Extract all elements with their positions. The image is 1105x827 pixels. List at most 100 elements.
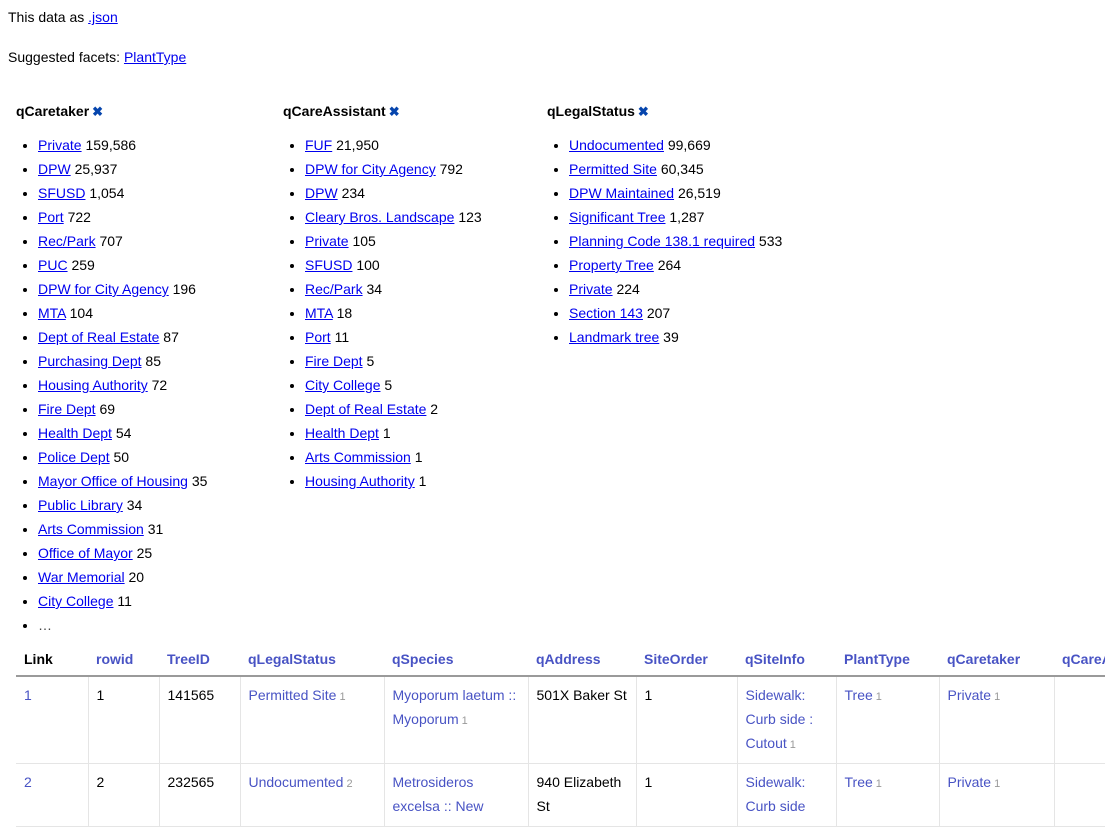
facet-item-link[interactable]: Rec/Park — [305, 281, 363, 297]
facet-item-link[interactable]: Fire Dept — [305, 353, 363, 369]
facet-item-link[interactable]: Planning Code 138.1 required — [569, 233, 756, 249]
results-table-wrapper[interactable]: Link rowid TreeID qLegalStatus qSpecies … — [8, 647, 1105, 827]
facet-item: DPW 234 — [305, 181, 541, 205]
facet-item-link[interactable]: Private — [38, 137, 82, 153]
cell-value-link[interactable]: Permitted Site — [248, 687, 337, 703]
json-link[interactable]: .json — [88, 9, 118, 25]
facet-item-link[interactable]: Private — [569, 281, 613, 297]
facet-item-link[interactable]: City College — [38, 593, 114, 609]
facet-item-link[interactable]: DPW for City Agency — [305, 161, 436, 177]
cell-value-link[interactable]: Sidewalk: Curb side : Cutout — [745, 687, 814, 751]
cell-value-link[interactable]: Sidewalk: Curb side — [745, 774, 806, 814]
cell-value-link[interactable]: Metrosideros excelsa :: New — [392, 774, 484, 814]
facet-item-count: 196 — [172, 281, 196, 297]
facet-item-link[interactable]: Arts Commission — [38, 521, 144, 537]
column-header-qcareassistant[interactable]: qCareAssistant — [1054, 647, 1105, 677]
facet-item-link[interactable]: Significant Tree — [569, 209, 666, 225]
facet-item-link[interactable]: PUC — [38, 257, 68, 273]
column-sort-link[interactable]: qAddress — [536, 651, 601, 667]
facet-item: Private 224 — [569, 277, 847, 301]
column-sort-link[interactable]: qSpecies — [392, 651, 454, 667]
facet-item-count: 123 — [458, 209, 482, 225]
facet-item-link[interactable]: Health Dept — [305, 425, 379, 441]
column-sort-link[interactable]: SiteOrder — [644, 651, 708, 667]
column-sort-link[interactable]: TreeID — [167, 651, 210, 667]
facet-item-link[interactable]: Property Tree — [569, 257, 654, 273]
column-sort-link[interactable]: rowid — [96, 651, 134, 667]
cell-link[interactable]: 2 — [16, 763, 89, 827]
facet-item: Cleary Bros. Landscape 123 — [305, 205, 541, 229]
facet-item-link[interactable]: Housing Authority — [38, 377, 148, 393]
facet-item-link[interactable]: FUF — [305, 137, 333, 153]
column-sort-link[interactable]: qLegalStatus — [248, 651, 336, 667]
facet-item-count: 224 — [616, 281, 640, 297]
facet-item-link[interactable]: War Memorial — [38, 569, 125, 585]
facet-item-link[interactable]: Purchasing Dept — [38, 353, 142, 369]
column-sort-link[interactable]: qSiteInfo — [745, 651, 805, 667]
column-sort-link[interactable]: qCareAssistant — [1062, 651, 1105, 667]
row-link[interactable]: 1 — [24, 687, 32, 703]
facet-item-link[interactable]: Public Library — [38, 497, 123, 513]
cell-qsiteinfo: Sidewalk: Curb side : Cutout 1 — [737, 676, 837, 764]
facet-item-link[interactable]: SFUSD — [305, 257, 353, 273]
column-sort-link[interactable]: qCaretaker — [947, 651, 1021, 667]
column-header-siteorder[interactable]: SiteOrder — [636, 647, 737, 677]
facet-item-link[interactable]: Port — [305, 329, 331, 345]
facet-item-link[interactable]: Dept of Real Estate — [38, 329, 160, 345]
facet-item-link[interactable]: SFUSD — [38, 185, 86, 201]
column-header-rowid[interactable]: rowid — [88, 647, 159, 677]
facet-item-link[interactable]: Rec/Park — [38, 233, 96, 249]
facet-item-link[interactable]: City College — [305, 377, 381, 393]
facet-item-link[interactable]: Arts Commission — [305, 449, 411, 465]
cell-value-link[interactable]: Myoporum laetum :: Myoporum — [392, 687, 517, 727]
facet-item-link[interactable]: DPW for City Agency — [38, 281, 169, 297]
facet-item-link[interactable]: Fire Dept — [38, 401, 96, 417]
cell-treeid: 141565 — [159, 676, 241, 764]
cell-value-link[interactable]: Private — [947, 774, 992, 790]
cell-link[interactable]: 1 — [16, 676, 89, 764]
suggested-facets-label: Suggested facets: — [8, 49, 124, 65]
cell-value-link[interactable]: Private — [947, 687, 992, 703]
suggested-facet-planttype-link[interactable]: PlantType — [123, 49, 187, 65]
column-header-qsiteinfo[interactable]: qSiteInfo — [737, 647, 836, 677]
column-header-qcaretaker[interactable]: qCaretaker — [939, 647, 1054, 677]
facet-item-link[interactable]: Dept of Real Estate — [305, 401, 427, 417]
column-header-planttype[interactable]: PlantType — [836, 647, 939, 677]
facet-remove-icon[interactable]: ✖ — [637, 104, 649, 119]
cell-count: 1 — [339, 691, 346, 703]
cell-value-link[interactable]: Tree — [844, 774, 873, 790]
facet-item-link[interactable]: DPW Maintained — [569, 185, 675, 201]
facet-item-link[interactable]: MTA — [38, 305, 66, 321]
cell-value-link[interactable]: Tree — [844, 687, 873, 703]
facet-item-link[interactable]: Health Dept — [38, 425, 112, 441]
table-head: Link rowid TreeID qLegalStatus qSpecies … — [16, 647, 1105, 677]
facet-item-link[interactable]: Police Dept — [38, 449, 110, 465]
facet-item-link[interactable]: Private — [305, 233, 349, 249]
facet-item-link[interactable]: Undocumented — [569, 137, 664, 153]
row-link[interactable]: 2 — [24, 774, 32, 790]
facet-item-link[interactable]: Permitted Site — [569, 161, 657, 177]
facet-item-count: 533 — [758, 233, 783, 249]
facet-item: Housing Authority 72 — [38, 373, 276, 397]
facet-item-link[interactable]: Mayor Office of Housing — [38, 473, 188, 489]
facet-remove-icon[interactable]: ✖ — [388, 104, 400, 119]
column-header-treeid[interactable]: TreeID — [159, 647, 240, 677]
column-sort-link[interactable]: PlantType — [844, 651, 910, 667]
cell-count: 1 — [789, 739, 796, 751]
facet-item-link[interactable]: DPW — [305, 185, 338, 201]
facet-item-link[interactable]: DPW — [38, 161, 71, 177]
facet-item-link[interactable]: Office of Mayor — [38, 545, 133, 561]
facet-remove-icon[interactable]: ✖ — [92, 104, 104, 119]
facet-item-link[interactable]: Landmark tree — [569, 329, 660, 345]
column-header-qlegalstatus[interactable]: qLegalStatus — [240, 647, 384, 677]
facet-item-link[interactable]: Housing Authority — [305, 473, 415, 489]
facet-item: Purchasing Dept 85 — [38, 349, 276, 373]
facet-item-link[interactable]: MTA — [305, 305, 333, 321]
column-header-qaddress[interactable]: qAddress — [528, 647, 636, 677]
facet-item-link[interactable]: Section 143 — [569, 305, 643, 321]
cell-value-link[interactable]: Undocumented — [248, 774, 344, 790]
facet-item-link[interactable]: Cleary Bros. Landscape — [305, 209, 455, 225]
cell-siteorder: 1 — [636, 676, 738, 764]
column-header-qspecies[interactable]: qSpecies — [384, 647, 528, 677]
facet-item-link[interactable]: Port — [38, 209, 64, 225]
